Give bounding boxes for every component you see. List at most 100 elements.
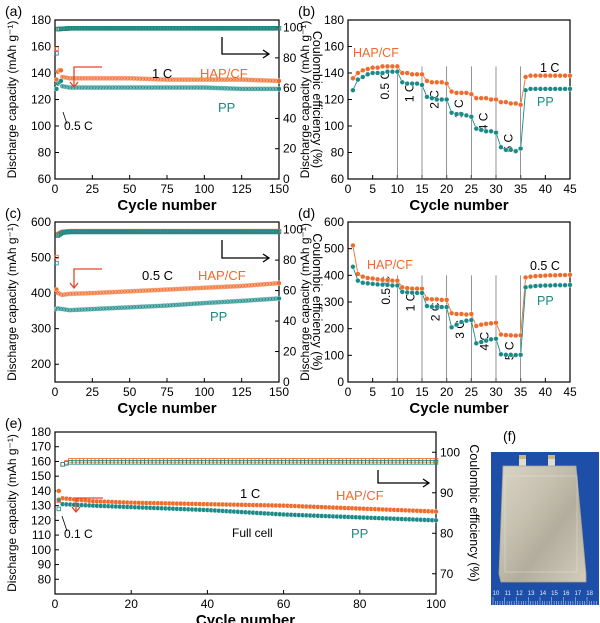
x-tick-label: 10 (391, 182, 405, 196)
data-point (439, 297, 445, 303)
data-point (513, 352, 519, 358)
data-point (532, 86, 539, 92)
y-tick-label: 100 (324, 119, 344, 133)
series-label-hap-cf: HAP/CF (200, 66, 248, 81)
y-tick-label: 180 (31, 13, 51, 27)
y-tick-label: 150 (31, 469, 51, 483)
data-point (453, 311, 460, 317)
ruler-number: 12 (516, 591, 523, 597)
y-tick-label: 170 (31, 440, 51, 454)
capacity-point (58, 67, 64, 73)
data-point (424, 94, 430, 100)
series-label-hap-cf: HAP/CF (198, 268, 246, 283)
efficiency-point (56, 506, 62, 512)
data-point (449, 324, 455, 330)
x-tick-label: 5 (369, 385, 376, 399)
data-point (409, 80, 415, 87)
data-point (473, 340, 479, 346)
y-tick-label: 400 (31, 286, 51, 300)
panel-a: 0 25 50 75 100 125 150 60 80 100 120 140 160 180 0 20 40… (5, 3, 324, 214)
rate-annotation: 0.5 C (530, 259, 560, 273)
y-tick-label: 140 (31, 66, 51, 80)
x-tick-label: 25 (465, 385, 479, 399)
y2-axis-label: Coulombic efficiency (%) (467, 444, 481, 581)
data-point (399, 289, 405, 295)
x-axis-label: Cycle number (409, 197, 508, 214)
x-tick-label: 10 (391, 385, 405, 399)
data-point (567, 282, 573, 288)
x-axis-label: Cycle number (117, 197, 216, 214)
data-point (429, 304, 435, 310)
data-point (468, 114, 474, 120)
data-point (360, 74, 366, 80)
data-point (419, 82, 425, 88)
y2-tick-label: 80 (283, 253, 297, 267)
x-axis-label: Cycle number (196, 612, 295, 623)
data-point (483, 95, 489, 101)
data-point (527, 86, 534, 92)
data-point (513, 100, 519, 107)
data-point (370, 65, 376, 71)
y-tick-label: 80 (38, 146, 52, 160)
data-point (429, 296, 435, 302)
data-point (562, 282, 568, 288)
data-point (370, 281, 376, 287)
cell-tab (519, 455, 526, 468)
data-point (527, 283, 534, 290)
rate-annotation: 0.1 C (64, 527, 93, 541)
x-tick-label: 20 (125, 597, 139, 611)
data-point (552, 86, 558, 92)
data-point (562, 73, 568, 79)
data-point (498, 144, 504, 150)
data-point (557, 282, 563, 288)
data-point (375, 276, 381, 282)
data-point (394, 278, 400, 284)
efficiency-point (60, 462, 65, 467)
data-point (527, 274, 534, 280)
data-point (355, 77, 361, 83)
data-point (483, 338, 489, 344)
efficiency-point (54, 260, 59, 266)
plot-frame (54, 19, 280, 180)
pointer-line (62, 111, 68, 125)
capacity-point (58, 78, 64, 84)
data-point (503, 147, 509, 153)
data-point (458, 90, 465, 96)
efficiency-series (54, 26, 282, 56)
capacity-series (350, 242, 573, 339)
panel-label: (f) (503, 428, 516, 444)
x-tick-label: 75 (160, 182, 174, 196)
data-point (439, 79, 445, 85)
data-point (409, 71, 415, 77)
ruler-number: 17 (575, 591, 582, 597)
data-point (493, 96, 499, 103)
data-point (444, 304, 450, 310)
y2-tick-label: 60 (283, 284, 297, 298)
data-point (399, 79, 405, 85)
data-point (463, 318, 470, 324)
series-label-pp: PP (537, 95, 554, 109)
x-tick-label: 25 (86, 385, 100, 399)
data-point (389, 282, 396, 289)
data-point (365, 71, 371, 77)
efficiency-point (56, 498, 62, 504)
panel-label: (d) (298, 205, 315, 221)
x-tick-label: 0 (52, 385, 59, 399)
data-point (384, 69, 391, 75)
capacity-point (56, 497, 62, 503)
y2-tick-label: 100 (283, 223, 303, 237)
efficiency-point (433, 460, 439, 465)
data-point (434, 79, 440, 85)
x-tick-label: 35 (514, 385, 528, 399)
data-point (522, 284, 529, 290)
y-tick-label: 110 (32, 528, 51, 542)
capacity-point (276, 78, 282, 84)
data-point (394, 69, 400, 75)
rate-annotation: 1 C (240, 486, 260, 501)
y-tick-label: 130 (31, 499, 51, 513)
rate-annotation: 0.5 C (142, 268, 173, 283)
data-point (488, 320, 494, 326)
data-point (468, 91, 474, 97)
efficiency-point (54, 51, 59, 56)
y2-tick-label: 20 (283, 142, 297, 156)
